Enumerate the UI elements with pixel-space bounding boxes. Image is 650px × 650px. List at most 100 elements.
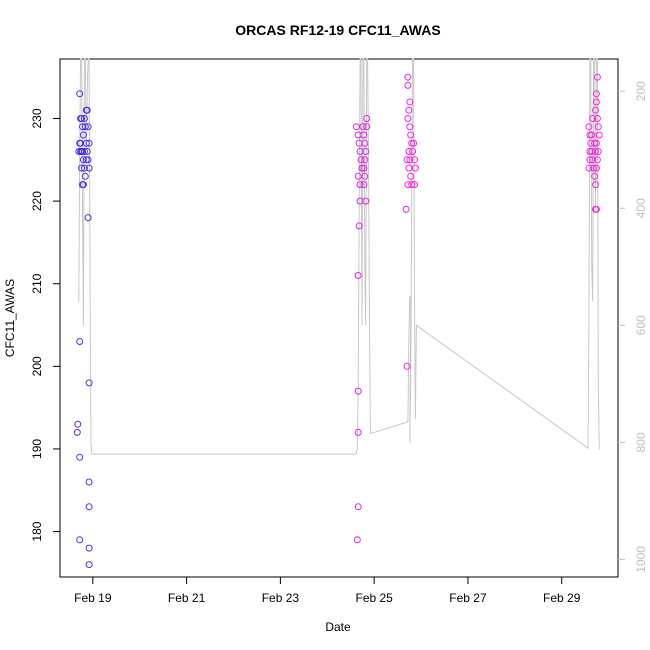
- data-point: [411, 164, 419, 172]
- data-point: [408, 181, 416, 189]
- data-point: [85, 561, 93, 569]
- y-tick-label: 230: [30, 108, 44, 128]
- data-point: [354, 272, 362, 279]
- data-point: [80, 164, 88, 172]
- data-point: [405, 106, 413, 114]
- data-point: [73, 428, 81, 436]
- data-point: [590, 164, 598, 172]
- data-point: [359, 123, 367, 131]
- data-point: [588, 131, 596, 139]
- data-point: [592, 90, 600, 98]
- data-point: [81, 172, 89, 180]
- data-point: [361, 156, 369, 164]
- data-point: [594, 148, 602, 155]
- data-point: [403, 156, 411, 164]
- data-point: [360, 164, 368, 172]
- pressure-line: [78, 58, 601, 455]
- data-point: [406, 156, 414, 164]
- data-point: [84, 123, 92, 131]
- data-point: [76, 90, 84, 98]
- data-point: [404, 181, 412, 189]
- data-point: [411, 156, 418, 164]
- data-point: [85, 478, 93, 486]
- data-point: [360, 131, 368, 139]
- data-point: [82, 156, 90, 164]
- data-point: [352, 123, 360, 131]
- data-point: [411, 181, 418, 189]
- x-tick-label: Feb 19: [74, 591, 112, 605]
- data-point: [594, 123, 602, 131]
- plot-frame: [59, 58, 619, 578]
- data-point: [362, 148, 370, 155]
- data-point: [405, 164, 413, 172]
- y2-tick-label: 600: [634, 315, 648, 335]
- data-point: [76, 453, 84, 461]
- data-point: [361, 139, 369, 147]
- data-point: [589, 156, 597, 164]
- data-point: [80, 148, 88, 155]
- data-point: [406, 98, 414, 106]
- data-point: [79, 156, 87, 164]
- y-tick-label: 180: [30, 521, 44, 541]
- data-point: [404, 115, 412, 122]
- data-point: [592, 205, 600, 213]
- data-point: [356, 181, 364, 189]
- y-tick-label: 210: [30, 273, 44, 293]
- data-point: [363, 115, 371, 122]
- data-point: [83, 148, 91, 155]
- data-point: [85, 379, 93, 387]
- data-point: [405, 148, 413, 155]
- data-point: [354, 428, 362, 436]
- data-point: [76, 338, 84, 345]
- data-point: [353, 536, 361, 544]
- data-point: [404, 73, 412, 81]
- data-point: [592, 181, 599, 189]
- y-tick-label: 220: [30, 191, 44, 211]
- data-point: [410, 139, 418, 147]
- data-point: [585, 123, 593, 131]
- y-tick-label: 190: [30, 439, 44, 459]
- y-tick-label: 200: [30, 356, 44, 376]
- data-point: [78, 164, 86, 172]
- data-point: [85, 164, 93, 172]
- plot-area: Feb 19 Feb 21 Feb 23 Feb 25 Feb 27 Feb 29 180 1…: [30, 58, 648, 605]
- x-tick-label: Feb 23: [262, 591, 300, 605]
- data-point: [406, 123, 414, 131]
- y2-tick-label: 800: [634, 432, 648, 452]
- data-point: [354, 131, 362, 139]
- data-point: [592, 164, 600, 172]
- data-point: [591, 172, 599, 180]
- data-point: [81, 123, 89, 131]
- data-point: [85, 544, 93, 552]
- data-point: [77, 148, 85, 155]
- x-tick-label: Feb 25: [355, 591, 393, 605]
- data-point: [402, 205, 410, 213]
- data-point: [79, 148, 86, 155]
- data-point: [404, 81, 412, 89]
- y-axis-label: CFC11_AWAS: [3, 279, 17, 357]
- data-point: [360, 181, 368, 189]
- data-point: [403, 362, 411, 370]
- data-point: [407, 172, 415, 180]
- data-point: [585, 164, 593, 172]
- data-point: [409, 148, 417, 155]
- data-point: [79, 181, 87, 189]
- x-tick-label: Feb 29: [543, 591, 581, 605]
- data-point: [84, 214, 92, 222]
- data-point: [357, 156, 365, 164]
- data-point: [592, 98, 600, 106]
- data-point: [593, 115, 601, 122]
- data-point: [74, 420, 82, 428]
- data-point: [592, 106, 599, 114]
- data-point: [591, 139, 599, 147]
- data-point: [79, 131, 87, 139]
- y2-tick-label: 400: [634, 198, 648, 218]
- y2-tick-label: 200: [634, 81, 648, 101]
- x-axis-label: Date: [325, 620, 351, 634]
- data-point: [586, 156, 594, 164]
- data-point: [362, 197, 370, 205]
- chart-title: ORCAS RF12-19 CFC11_AWAS: [235, 22, 440, 38]
- data-point: [354, 172, 362, 180]
- data-point: [80, 115, 88, 122]
